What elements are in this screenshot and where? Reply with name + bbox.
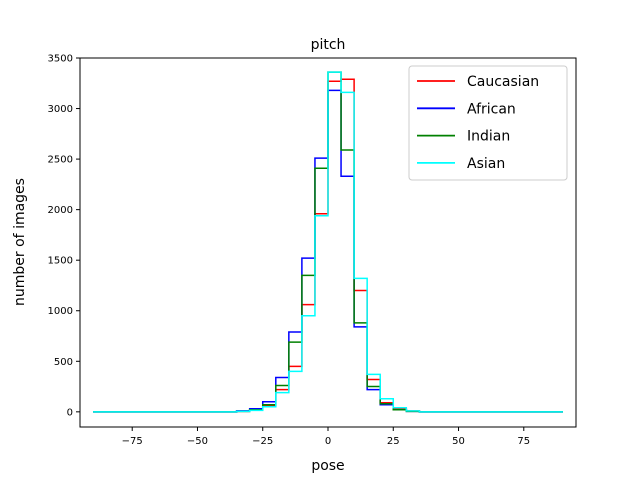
- x-tick-label: 0: [325, 436, 331, 447]
- series-line-asian: [93, 71, 563, 413]
- y-tick-label: 1500: [48, 256, 73, 267]
- legend-label: Asian: [467, 156, 505, 172]
- legend-label: Caucasian: [467, 74, 539, 90]
- y-tick-label: 500: [54, 357, 73, 368]
- x-tick-label: 50: [452, 436, 465, 447]
- x-tick-label: −50: [187, 436, 208, 447]
- axes: −75 −50 −25 0 25 50 75 0 500 1000 1500 2000 2500 3000…: [48, 54, 577, 447]
- legend-label: Indian: [467, 129, 510, 145]
- y-axis-label: number of images: [12, 178, 28, 306]
- chart-title: pitch: [311, 37, 346, 53]
- x-tick-label: 25: [387, 436, 400, 447]
- x-tick-label: −75: [122, 436, 143, 447]
- y-tick-label: 3000: [48, 104, 73, 115]
- x-tick-label: −25: [252, 436, 273, 447]
- x-tick-label: 75: [517, 436, 530, 447]
- legend-label: African: [467, 101, 516, 117]
- x-axis-label: pose: [311, 458, 344, 474]
- y-tick-label: 1000: [48, 306, 73, 317]
- y-tick-label: 3500: [48, 54, 73, 65]
- y-tick-label: 2000: [48, 205, 73, 216]
- plot-area: [93, 71, 563, 413]
- y-tick-label: 0: [67, 407, 73, 418]
- legend: Caucasian African Indian Asian: [408, 65, 568, 181]
- y-tick-label: 2500: [48, 155, 73, 166]
- legend-box: [408, 65, 568, 181]
